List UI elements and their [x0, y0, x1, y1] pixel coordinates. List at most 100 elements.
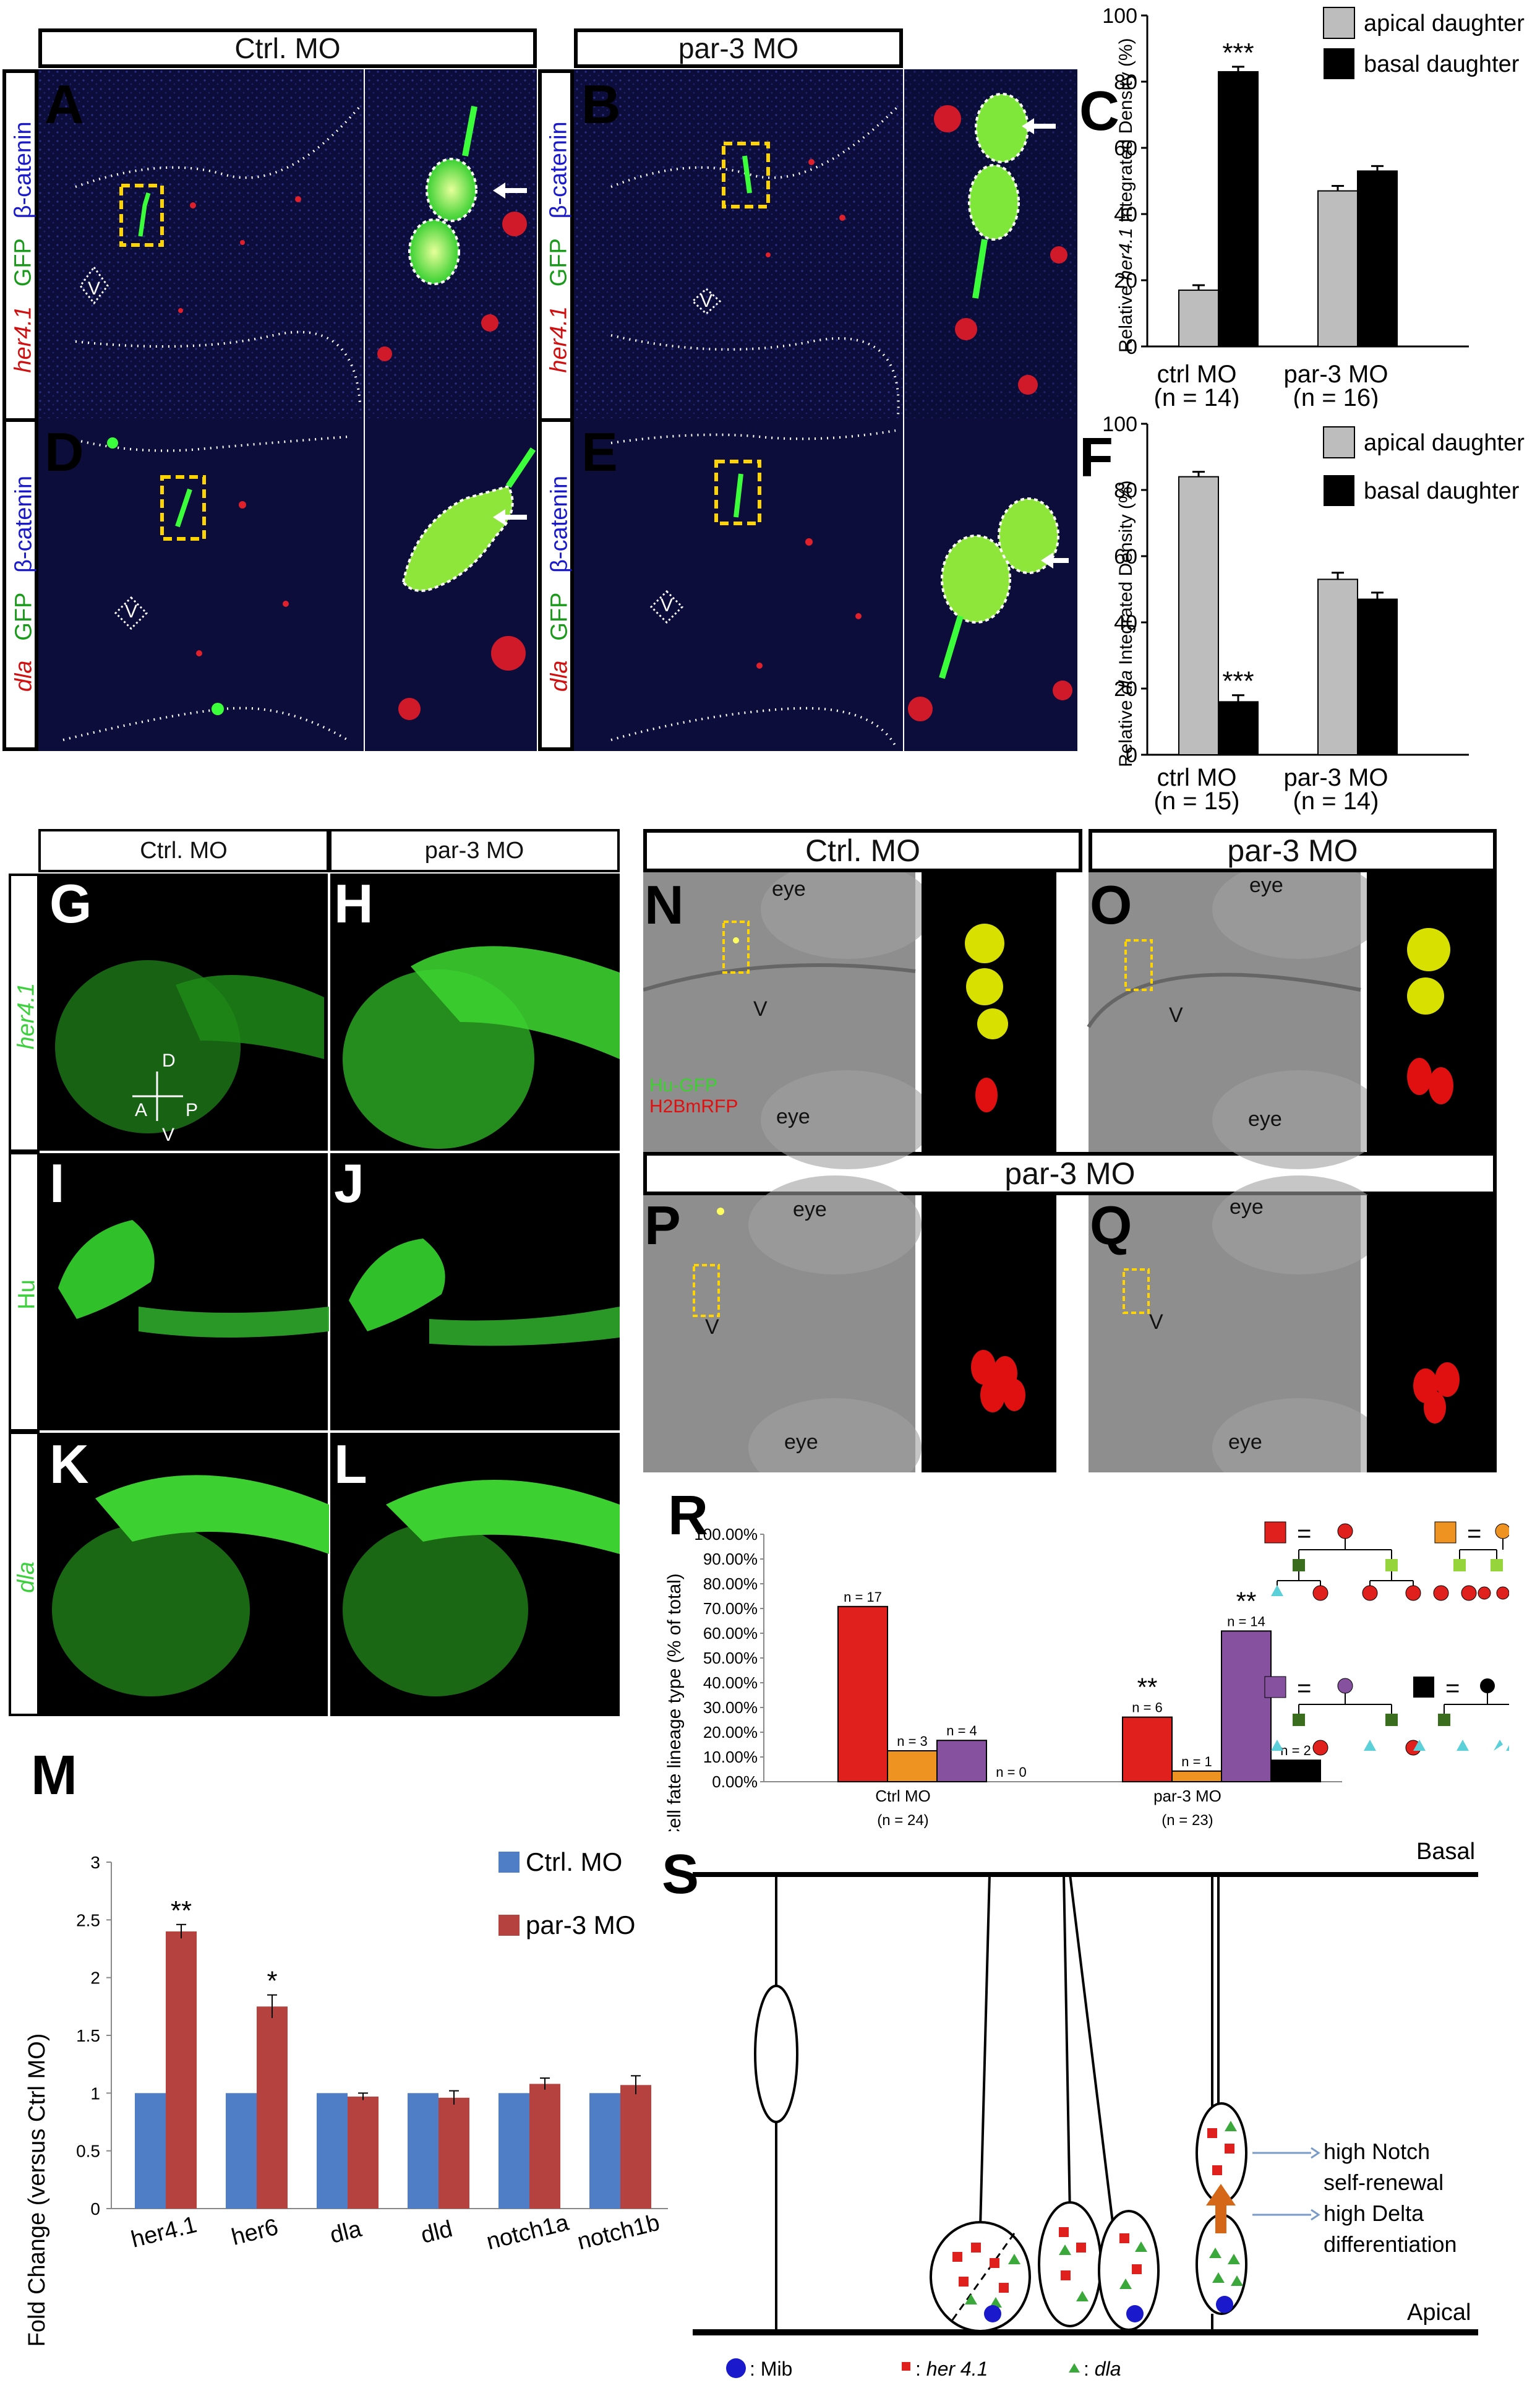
panel-letter-j: J — [334, 1153, 364, 1214]
bar-par-3-MO — [348, 2096, 379, 2209]
y-tick-label: 60.00% — [703, 1624, 758, 1643]
y-tick-label: 100.00% — [694, 1525, 758, 1544]
panel-letter-r: R — [668, 1485, 708, 1547]
n-par3-f: (n = 14) — [1293, 788, 1379, 815]
row-label-box-her: her4.1 — [9, 874, 40, 1152]
ventricle-label-e: V — [661, 595, 674, 616]
bar-basal-daughter — [1357, 598, 1398, 755]
panel-letter-o: O — [1090, 874, 1132, 935]
dic-images — [643, 872, 1497, 1472]
n-ctrl-r: (n = 24) — [877, 1812, 928, 1829]
bar-count-label: n = 3 — [897, 1733, 928, 1749]
legend-apical: apical daughter — [1364, 430, 1525, 456]
panel-a-inset — [365, 69, 537, 418]
bar-apical-daughter — [1178, 290, 1219, 347]
micrograph-row2 — [38, 418, 537, 751]
x-tick-label: her6 — [229, 2214, 281, 2251]
panel-a-main — [38, 69, 364, 418]
panel-b-inset-image — [904, 69, 1077, 418]
significance-mark: *** — [1222, 38, 1254, 68]
stain-beta: β-catenin — [10, 121, 36, 219]
legend-dla: : dla — [1084, 2358, 1121, 2380]
y-tick-label: 0.5 — [76, 2142, 100, 2161]
y-tick-label: 80 — [1114, 71, 1137, 94]
bar-par-3-MO — [529, 2084, 560, 2209]
label-self-renewal: self-renewal — [1324, 2170, 1444, 2195]
chart-r-ylabel: Cell fate lineage type (% of total) — [664, 1573, 685, 1831]
legend-swatch-basal — [1324, 48, 1354, 79]
significance-mark: *** — [1222, 666, 1254, 697]
legend-mib-icon — [726, 2358, 746, 2378]
eye-label-n-bottom: eye — [776, 1105, 810, 1128]
bar-lineage-orange — [1171, 1770, 1222, 1782]
bar-lineage-black — [1270, 1759, 1321, 1783]
chart-c: C Relative her4.1 Integrated Density (%)… — [1079, 4, 1525, 408]
panel-letter-g: G — [49, 873, 92, 934]
significance-mark: ** — [171, 1896, 192, 1926]
bar-count-label: n = 1 — [1181, 1754, 1212, 1769]
bar-Ctrl--MO — [135, 2093, 166, 2209]
legend-hu-gfp: Hu-GFP — [649, 1075, 718, 1096]
micrograph-row2-e — [574, 418, 1077, 751]
legend-swatch-basal — [1324, 475, 1354, 506]
bar-apical-daughter — [1178, 476, 1219, 755]
label-apical: Apical — [1407, 2300, 1471, 2326]
panel-letter-c: C — [1079, 80, 1119, 142]
panel-s-diagram: S Basal Apical — [662, 1839, 1478, 2380]
header-par3-mo-pq-label: par-3 MO — [1004, 1156, 1136, 1191]
bar-par-3-MO — [257, 2006, 288, 2209]
bar-count-label: n = 0 — [996, 1764, 1027, 1780]
bar-Ctrl--MO — [408, 2093, 438, 2209]
stain-her: her4.1 — [10, 306, 36, 373]
lineage-legend: = = = = — [1264, 1520, 1509, 1756]
group-par3-r: par-3 MO — [1153, 1787, 1221, 1805]
micrograph-top-grid — [38, 69, 904, 418]
panel-letter-l: L — [334, 1433, 367, 1495]
y-tick-label: 100 — [1102, 413, 1137, 436]
header-par3-mo-label: par-3 MO — [678, 32, 799, 64]
legend-basal: basal daughter — [1364, 51, 1520, 77]
bar-basal-daughter — [1218, 71, 1259, 347]
panel-letter-i: I — [49, 1153, 65, 1214]
stain-beta: β-catenin — [11, 475, 37, 573]
panel-b-main — [574, 69, 903, 418]
axis-d: D — [162, 1050, 176, 1071]
y-tick-label: 80 — [1114, 479, 1137, 502]
stain-label-box-e: dla GFP β-catenin — [538, 418, 574, 751]
y-tick-label: 20 — [1114, 269, 1137, 293]
label-high-delta: high Delta — [1324, 2201, 1424, 2226]
significance-mark: ** — [1236, 1586, 1257, 1615]
bar-count-label: n = 4 — [946, 1723, 977, 1738]
y-tick-label: 60 — [1114, 545, 1137, 569]
legend-swatch-apical — [1323, 7, 1355, 39]
bar-lineage-purple — [936, 1740, 987, 1783]
lineage-purple: = — [1264, 1675, 1421, 1756]
eye-label-q-bottom: eye — [1228, 1430, 1262, 1454]
legend-basal: basal daughter — [1364, 478, 1520, 504]
legend-dla-icon — [1069, 2363, 1080, 2373]
stain-label-box-b: her4.1 GFP β-catenin — [538, 69, 574, 426]
bar-par-3-MO — [438, 2097, 469, 2209]
group-par3-c: par-3 MO — [1284, 361, 1388, 388]
ventricle-label-b: V — [700, 291, 713, 311]
group-ctrl-c: ctrl MO — [1157, 361, 1237, 388]
panel-letter-n: N — [644, 874, 684, 935]
panel-letter-h: H — [334, 873, 374, 934]
chart-f: F Relative dla Integrated Density (%) 0 2… — [1079, 413, 1525, 815]
legend-ctrl: Ctrl. MO — [526, 1847, 622, 1876]
chart-m-ylabel: Fold Change (versus Ctrl MO) — [24, 2034, 50, 2347]
svg-text:=: = — [1297, 1675, 1311, 1702]
panel-letter-k: K — [49, 1433, 89, 1495]
header-ctrl-mo-n: Ctrl. MO — [643, 829, 1082, 872]
y-tick-label: 70.00% — [703, 1599, 758, 1618]
header-par3-mo-o-label: par-3 MO — [1227, 833, 1358, 868]
header-ctrl-mo-gl-label: Ctrl. MO — [140, 837, 228, 864]
ventricle-label-d: V — [125, 601, 138, 622]
stain-gfp: GFP — [11, 592, 37, 641]
bar-Ctrl--MO — [498, 2093, 529, 2209]
stain-label-box-d: dla GFP β-catenin — [2, 418, 38, 751]
y-tick-label: 0.00% — [712, 1772, 758, 1791]
panel-letter-p: P — [644, 1195, 681, 1256]
header-ctrl-mo-gl: Ctrl. MO — [38, 829, 329, 872]
y-tick-label: 100 — [1102, 4, 1137, 28]
